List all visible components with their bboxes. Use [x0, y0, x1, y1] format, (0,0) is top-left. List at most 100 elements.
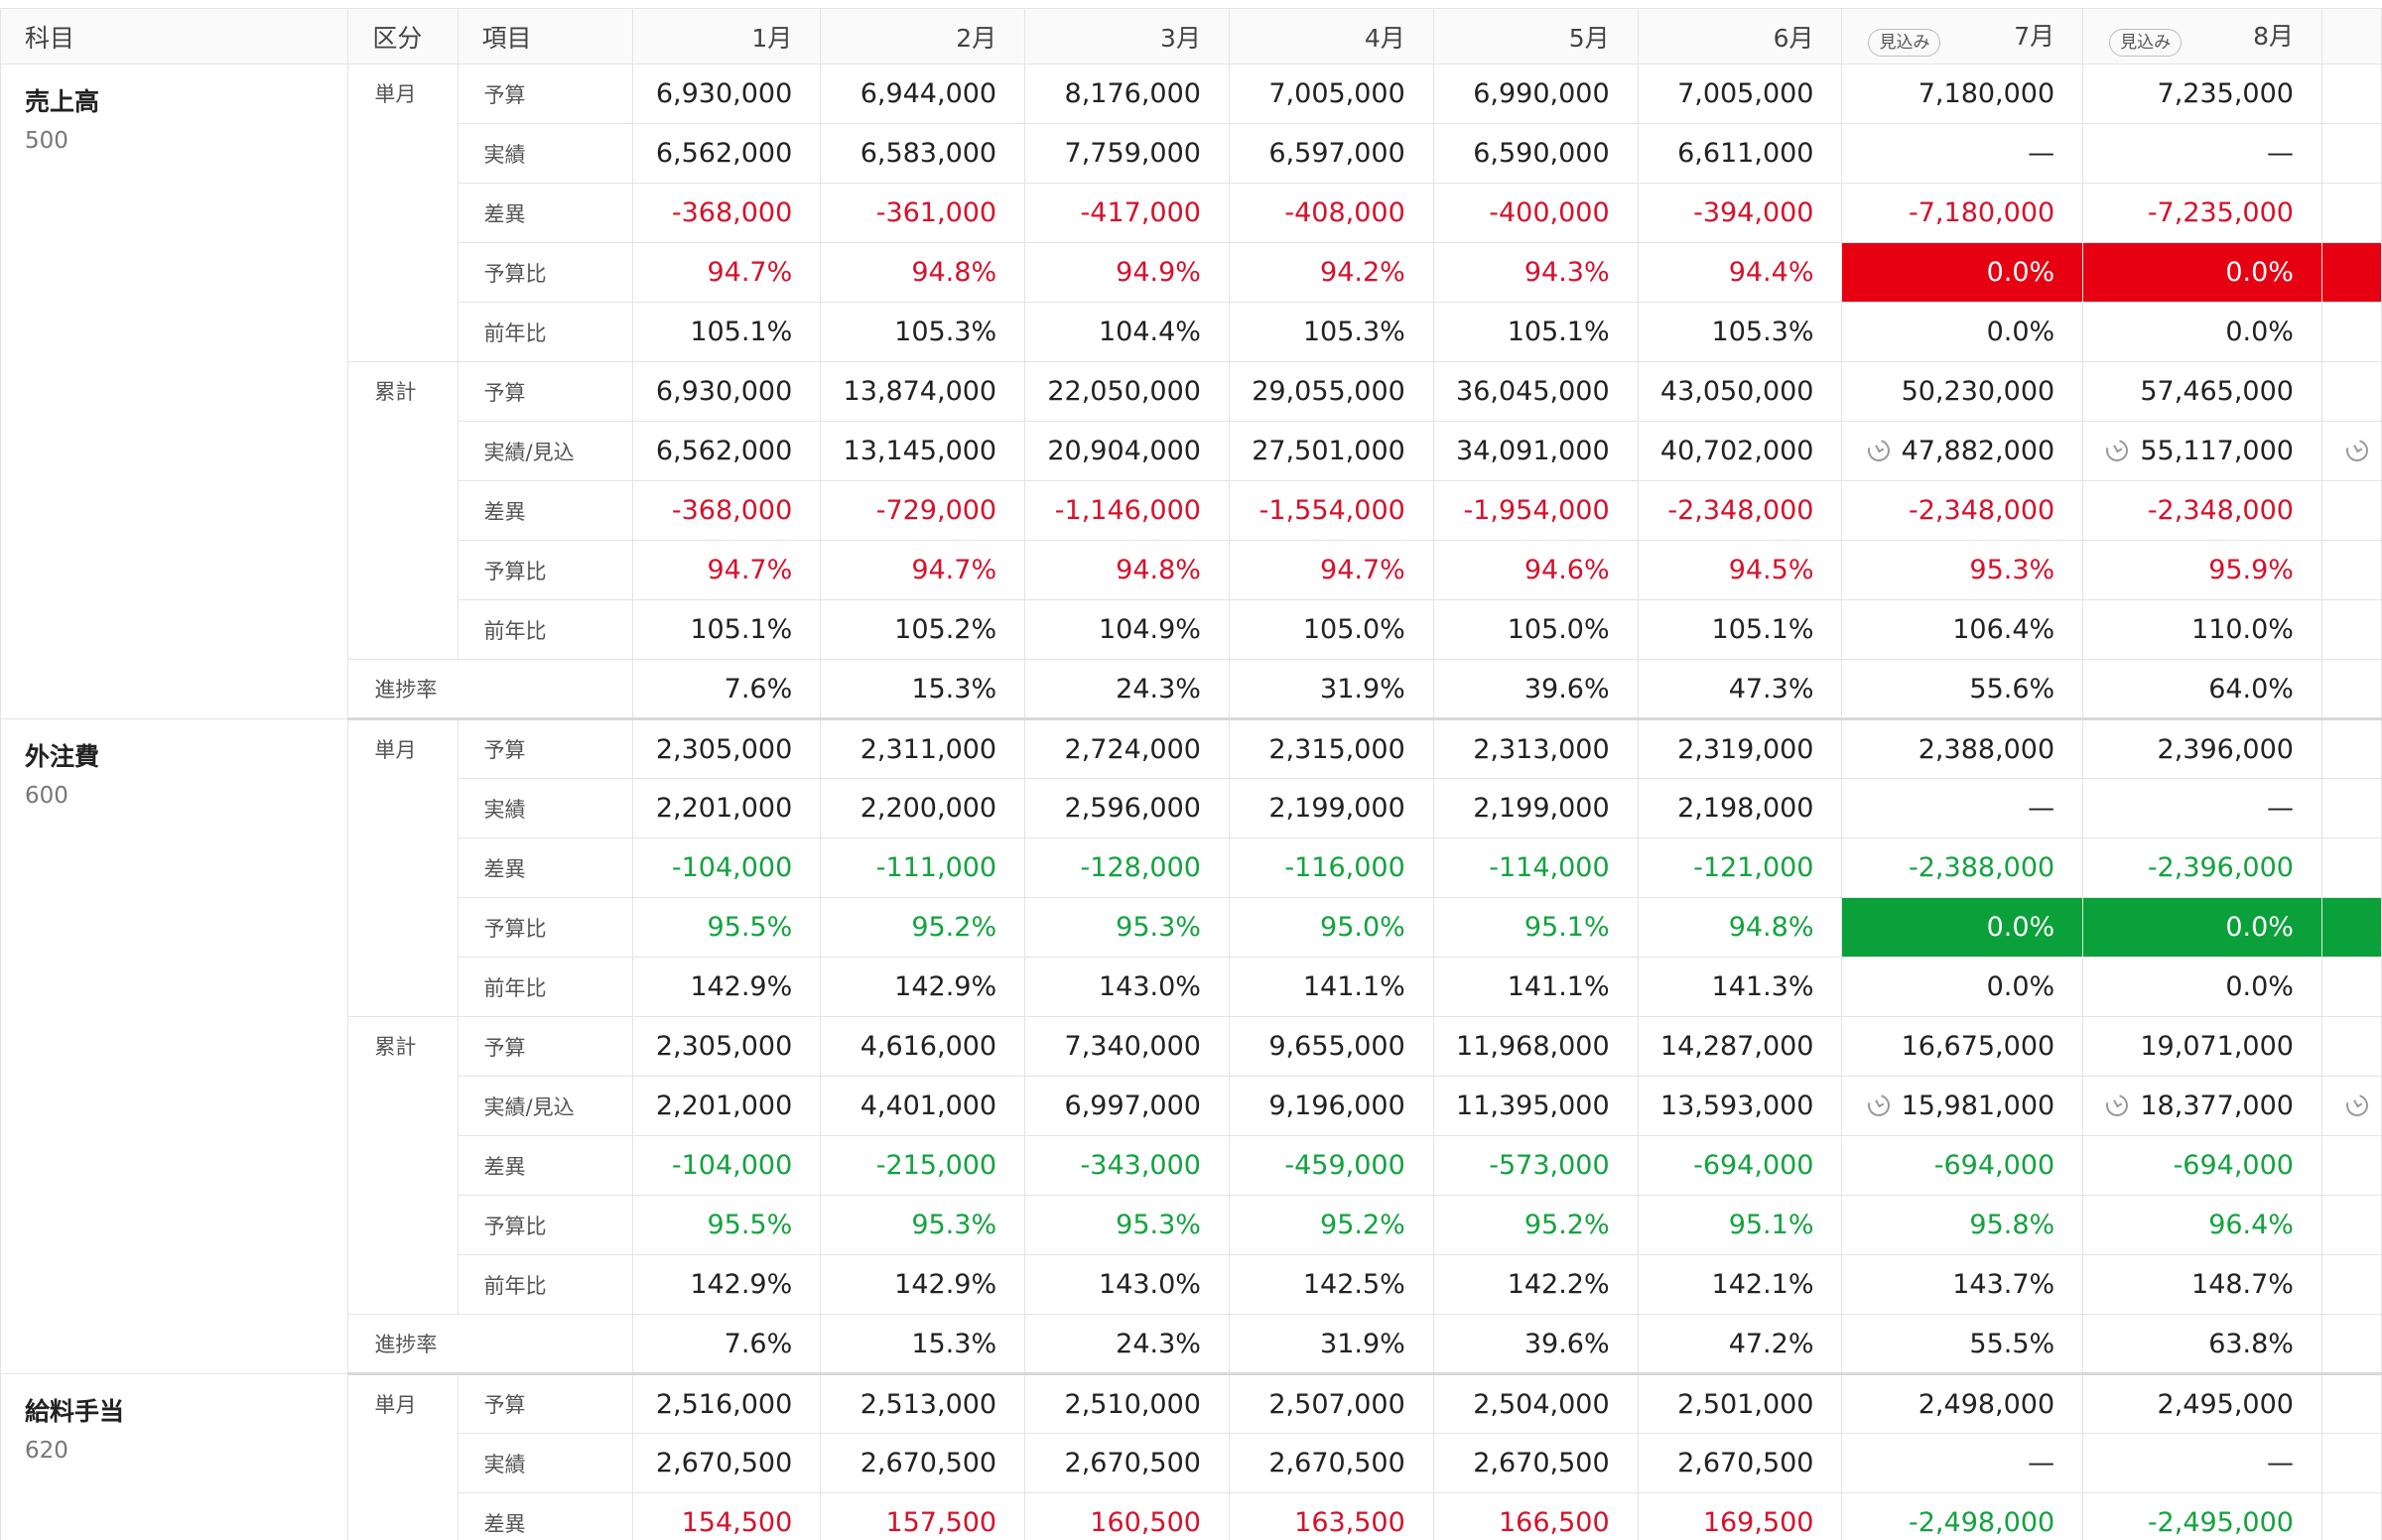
value-cell[interactable]: 142.9%	[632, 1254, 822, 1315]
value-cell[interactable]: —	[2082, 1433, 2322, 1493]
value-cell[interactable]: 18,377,000	[2082, 1076, 2322, 1136]
value-cell[interactable]: 7,005,000	[1637, 64, 1843, 124]
value-cell[interactable]: -2,498,000	[1841, 1492, 2084, 1540]
progress-value[interactable]: 47.3%	[1637, 659, 1843, 720]
value-cell[interactable]: -729,000	[820, 480, 1026, 541]
value-cell[interactable]: 6,562,000	[632, 421, 822, 481]
value-cell[interactable]: 94.7%	[1228, 540, 1434, 600]
value-cell[interactable]: 2,724,000	[1024, 718, 1230, 779]
value-cell[interactable]: 29,055,000	[1228, 361, 1434, 422]
value-cell[interactable]: 94.7%	[632, 242, 822, 303]
value-cell[interactable]: 142.2%	[1432, 1254, 1639, 1315]
progress-value[interactable]: 55.5%	[1841, 1314, 2084, 1375]
value-cell[interactable]: 0.0%	[1841, 242, 2084, 303]
progress-value[interactable]: 15.3%	[820, 659, 1026, 720]
value-cell[interactable]: 104.4%	[1024, 302, 1230, 362]
value-cell[interactable]: 2,670,500	[1432, 1433, 1639, 1493]
value-cell[interactable]: 19,071,000	[2082, 1016, 2322, 1077]
value-cell[interactable]: 157,500	[820, 1492, 1026, 1540]
value-cell[interactable]: 2,510,000	[1024, 1373, 1230, 1434]
value-cell[interactable]: -368,000	[632, 183, 822, 243]
value-cell[interactable]: 0.0%	[1841, 897, 2084, 958]
value-cell[interactable]: 11,395,000	[1432, 1076, 1639, 1136]
value-cell[interactable]: 0.0%	[1841, 957, 2084, 1017]
value-cell[interactable]: 27,501,000	[1228, 421, 1434, 481]
value-cell[interactable]: -417,000	[1024, 183, 1230, 243]
value-cell[interactable]: 142.9%	[632, 957, 822, 1017]
value-cell[interactable]: 94.8%	[820, 242, 1026, 303]
value-cell[interactable]: 104.9%	[1024, 599, 1230, 660]
progress-value[interactable]: 64.0%	[2082, 659, 2322, 720]
value-cell[interactable]: 2,198,000	[1637, 778, 1843, 838]
subject-cell[interactable]: 外注費 600	[0, 718, 349, 1374]
value-cell[interactable]: 7,005,000	[1228, 64, 1434, 124]
value-cell[interactable]: 95.3%	[1841, 540, 2084, 600]
value-cell[interactable]: 95.3%	[1024, 897, 1230, 958]
value-cell[interactable]: -368,000	[632, 480, 822, 541]
value-cell[interactable]: 50,230,000	[1841, 361, 2084, 422]
value-cell[interactable]: 7,340,000	[1024, 1016, 1230, 1077]
value-cell[interactable]: -2,388,000	[1841, 837, 2084, 898]
value-cell[interactable]: 13,145,000	[820, 421, 1026, 481]
value-cell[interactable]: 141.3%	[1637, 957, 1843, 1017]
value-cell[interactable]: 105.0%	[1228, 599, 1434, 660]
value-cell[interactable]: 2,200,000	[820, 778, 1026, 838]
value-cell[interactable]: 96.4%	[2082, 1195, 2322, 1255]
value-cell[interactable]: 2,507,000	[1228, 1373, 1434, 1434]
value-cell[interactable]: 6,944,000	[820, 64, 1026, 124]
progress-value[interactable]: 47.2%	[1637, 1314, 1843, 1375]
value-cell[interactable]: 143.7%	[1841, 1254, 2084, 1315]
progress-value[interactable]: 31.9%	[1228, 659, 1434, 720]
value-cell[interactable]: —	[1841, 1433, 2084, 1493]
value-cell[interactable]: 7,759,000	[1024, 123, 1230, 184]
value-cell[interactable]: 95.2%	[1432, 1195, 1639, 1255]
value-cell[interactable]: 6,562,000	[632, 123, 822, 184]
value-cell[interactable]: 95.8%	[1841, 1195, 2084, 1255]
value-cell[interactable]: 9,196,000	[1228, 1076, 1434, 1136]
value-cell[interactable]: 141.1%	[1228, 957, 1434, 1017]
value-cell[interactable]: -694,000	[2082, 1135, 2322, 1196]
header-subject[interactable]: 科目	[0, 8, 349, 64]
value-cell[interactable]: —	[1841, 123, 2084, 184]
value-cell[interactable]: 2,388,000	[1841, 718, 2084, 779]
value-cell[interactable]: 14,287,000	[1637, 1016, 1843, 1077]
value-cell[interactable]: 6,611,000	[1637, 123, 1843, 184]
value-cell[interactable]: 6,930,000	[632, 361, 822, 422]
value-cell[interactable]: 20,904,000	[1024, 421, 1230, 481]
header-month-6[interactable]: 6月	[1637, 8, 1843, 64]
value-cell[interactable]: 6,990,000	[1432, 64, 1639, 124]
value-cell[interactable]: 2,495,000	[2082, 1373, 2322, 1434]
value-cell[interactable]: 2,201,000	[632, 778, 822, 838]
value-cell[interactable]: -361,000	[820, 183, 1026, 243]
value-cell[interactable]: 2,513,000	[820, 1373, 1026, 1434]
value-cell[interactable]: 2,396,000	[2082, 718, 2322, 779]
value-cell[interactable]: -1,146,000	[1024, 480, 1230, 541]
value-cell[interactable]: 2,670,500	[1024, 1433, 1230, 1493]
value-cell[interactable]: 0.0%	[2082, 897, 2322, 958]
value-cell[interactable]: 94.5%	[1637, 540, 1843, 600]
value-cell[interactable]: 106.4%	[1841, 599, 2084, 660]
value-cell[interactable]: 11,968,000	[1432, 1016, 1639, 1077]
value-cell[interactable]: -2,396,000	[2082, 837, 2322, 898]
value-cell[interactable]: -104,000	[632, 837, 822, 898]
value-cell[interactable]: -128,000	[1024, 837, 1230, 898]
value-cell[interactable]: -394,000	[1637, 183, 1843, 243]
value-cell[interactable]: 105.3%	[1228, 302, 1434, 362]
value-cell[interactable]: 95.1%	[1432, 897, 1639, 958]
progress-value[interactable]: 39.6%	[1432, 659, 1639, 720]
value-cell[interactable]: 105.0%	[1432, 599, 1639, 660]
value-cell[interactable]: 0.0%	[2082, 302, 2322, 362]
value-cell[interactable]: -2,348,000	[2082, 480, 2322, 541]
value-cell[interactable]: 105.1%	[632, 302, 822, 362]
value-cell[interactable]: 105.2%	[820, 599, 1026, 660]
value-cell[interactable]: 0.0%	[2082, 242, 2322, 303]
value-cell[interactable]: 105.3%	[1637, 302, 1843, 362]
value-cell[interactable]: 95.0%	[1228, 897, 1434, 958]
value-cell[interactable]: 94.2%	[1228, 242, 1434, 303]
value-cell[interactable]: 105.1%	[1637, 599, 1843, 660]
value-cell[interactable]: 22,050,000	[1024, 361, 1230, 422]
progress-value[interactable]: 15.3%	[820, 1314, 1026, 1375]
value-cell[interactable]: -2,348,000	[1841, 480, 2084, 541]
value-cell[interactable]: 13,874,000	[820, 361, 1026, 422]
